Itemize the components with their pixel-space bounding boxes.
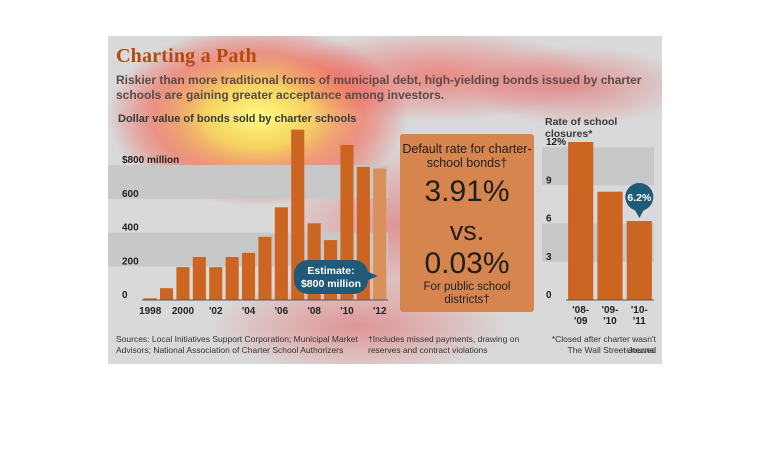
closure-callout-pointer (634, 209, 645, 219)
bond-x-tick-label: '02 (209, 306, 223, 317)
closure-bar (597, 191, 623, 300)
bond-bar (160, 288, 174, 300)
bond-chart-title: Dollar value of bonds sold by charter sc… (118, 113, 357, 125)
bond-x-tick-label: 1998 (139, 306, 162, 317)
bond-x-tick-label: '10 (340, 306, 354, 317)
star-footnote: *Closed after charter wasn't renewed (551, 334, 656, 355)
closure-bar (568, 142, 594, 300)
bond-bar (373, 168, 387, 300)
bond-y-tick-label: 0 (122, 290, 128, 301)
default-rate-box: Default rate for charter-school bonds† 3… (400, 134, 534, 312)
bond-x-tick-label: '06 (275, 306, 289, 317)
charts-svg: 0 200 400 600 $800 million 1998 2000 '02 '04 '06 '… (108, 129, 654, 327)
sources-note: Sources: Local Initiatives Support Corpo… (116, 334, 358, 355)
closure-y-tick-label: 12% (546, 137, 566, 148)
closure-x-tick-label: '09- (602, 305, 619, 316)
infographic-panel: 0 200 400 600 $800 million 1998 2000 '02 '04 '06 '… (108, 36, 662, 364)
bond-bar (291, 129, 305, 300)
public-default-rate: 0.03% (424, 247, 510, 280)
bond-bar (274, 207, 288, 300)
page-title: Charting a Path (116, 45, 257, 67)
estimate-callout-line2: $800 million (301, 278, 361, 290)
public-rate-label: For public school districts† (423, 281, 511, 306)
versus-text: vs. (449, 216, 485, 246)
bond-x-tick-label: 2000 (172, 306, 195, 317)
bond-x-tick-label: '08 (307, 306, 321, 317)
bond-y-tick-label: 200 (122, 256, 139, 267)
charter-default-rate: 3.91% (424, 175, 510, 208)
bond-bar (242, 252, 256, 300)
default-rate-label: Default rate for charter-school bonds† (402, 142, 532, 170)
bond-bar (176, 267, 190, 300)
bond-bar (225, 257, 239, 300)
page-subtitle: Riskier than more traditional forms of m… (116, 73, 642, 102)
closure-x-tick-label: '09 (574, 316, 588, 327)
bond-bar (192, 257, 206, 300)
closure-x-tick-label: '11 (633, 316, 646, 327)
bond-y-tick-label: $800 million (122, 155, 179, 166)
closure-chart-title: Rate of school closures* (545, 116, 618, 140)
closure-x-tick-label: '10- (631, 305, 648, 316)
closure-x-tick-label: '10 (603, 316, 617, 327)
closure-y-tick-label: 6 (546, 214, 552, 225)
closure-x-tick-label: '08- (572, 305, 589, 316)
bond-bar (143, 298, 157, 300)
closure-callout-label: 6.2% (627, 192, 652, 204)
dagger-footnote: †Includes missed payments, drawing on re… (368, 334, 520, 355)
estimate-callout-line1: Estimate: (307, 265, 354, 277)
closure-y-tick-label: 3 (546, 252, 552, 263)
closure-y-tick-label: 0 (546, 290, 552, 301)
closure-bar (626, 221, 652, 300)
estimate-callout (294, 260, 368, 294)
bond-x-tick-label: '12 (373, 306, 387, 317)
closure-chart-band (542, 147, 654, 186)
bond-bar (258, 236, 272, 300)
bond-bar (209, 267, 223, 300)
bond-y-tick-label: 600 (122, 189, 139, 200)
bond-y-tick-label: 400 (122, 223, 139, 234)
bond-x-tick-label: '04 (242, 306, 256, 317)
closure-callout (625, 183, 654, 212)
credit-line: The Wall Street Journal (567, 345, 657, 355)
closure-y-tick-label: 9 (546, 175, 552, 186)
